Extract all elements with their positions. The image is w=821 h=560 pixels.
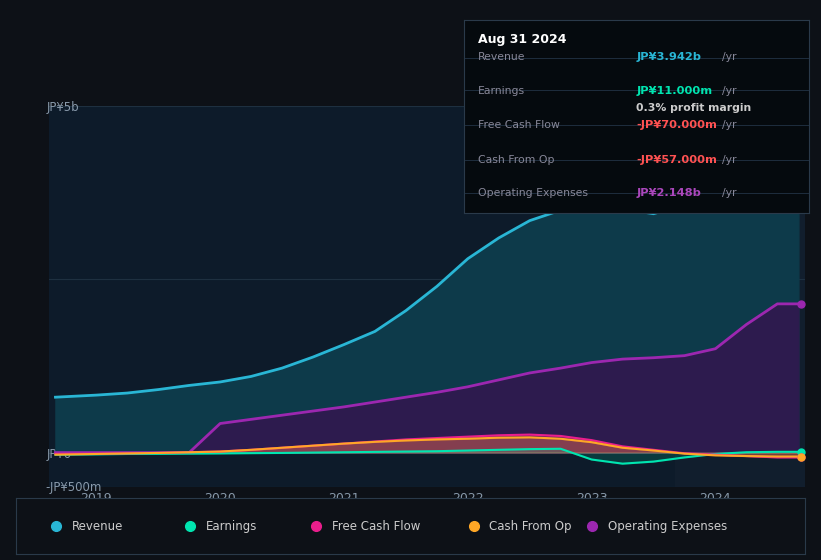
Text: Free Cash Flow: Free Cash Flow (478, 120, 560, 130)
Text: 0.3% profit margin: 0.3% profit margin (636, 104, 751, 114)
Text: JP¥3.942b: JP¥3.942b (636, 52, 701, 62)
Text: -JP¥500m: -JP¥500m (45, 480, 102, 494)
Text: Cash From Op: Cash From Op (489, 520, 571, 533)
Text: /yr: /yr (722, 120, 737, 130)
Text: Operating Expenses: Operating Expenses (478, 189, 588, 198)
Text: /yr: /yr (722, 52, 737, 62)
Text: Operating Expenses: Operating Expenses (608, 520, 727, 533)
Text: Aug 31 2024: Aug 31 2024 (478, 33, 566, 46)
Text: Revenue: Revenue (71, 520, 123, 533)
Bar (675, 106, 805, 487)
Text: Free Cash Flow: Free Cash Flow (332, 520, 420, 533)
Text: -JP¥70.000m: -JP¥70.000m (636, 120, 718, 130)
Text: -JP¥57.000m: -JP¥57.000m (636, 155, 718, 165)
Text: Earnings: Earnings (205, 520, 257, 533)
Text: Earnings: Earnings (478, 86, 525, 96)
Text: /yr: /yr (722, 189, 737, 198)
Text: /yr: /yr (722, 86, 737, 96)
Text: JP¥11.000m: JP¥11.000m (636, 86, 713, 96)
Text: /yr: /yr (722, 155, 737, 165)
Text: Cash From Op: Cash From Op (478, 155, 554, 165)
Text: JP¥2.148b: JP¥2.148b (636, 189, 701, 198)
Text: Revenue: Revenue (478, 52, 525, 62)
